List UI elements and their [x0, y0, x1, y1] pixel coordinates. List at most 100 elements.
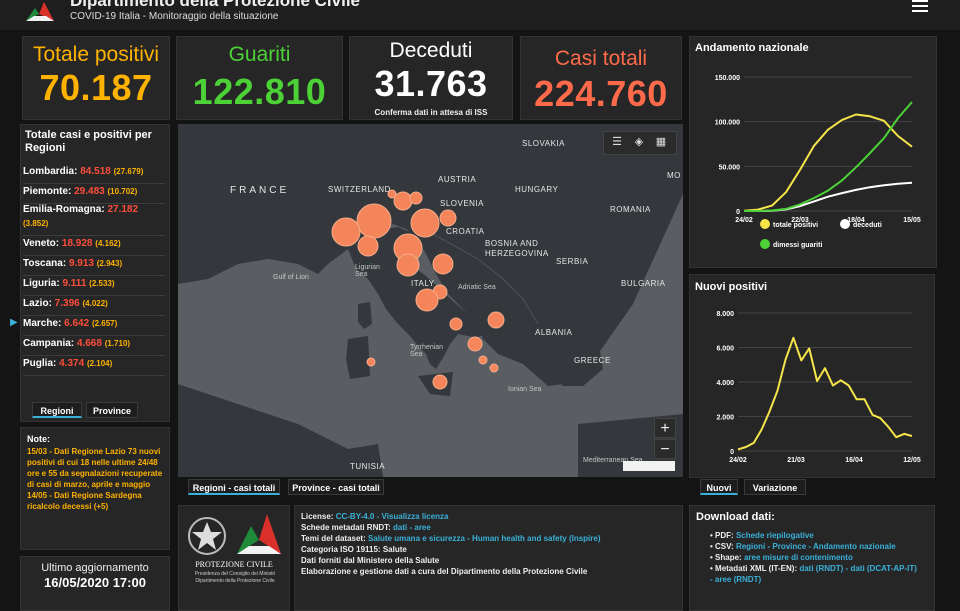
region-positive: (2.533)	[89, 279, 115, 288]
map-label-hungary: HUNGARY	[515, 185, 559, 194]
download-shape-line: • Shape: aree misure di contenimento	[710, 553, 853, 562]
new-positives-chart: 8.000 6.000 4.000 2.000 024/02 21/03 16/04 12/0…	[716, 311, 920, 464]
kpi-label: Casi totali	[554, 47, 648, 70]
map-attribution-bar	[623, 461, 675, 471]
region-name: Lazio	[23, 298, 49, 309]
metadata-link[interactable]: dati - aree	[393, 523, 431, 532]
logo-line2: Dipartimento della Protezione Civile	[195, 578, 275, 584]
tab-province-casi-totali[interactable]: Province - casi totali	[288, 479, 384, 495]
page-title: Dipartimento della Protezione Civile	[70, 0, 361, 10]
notes-title: Note:	[27, 434, 50, 444]
region-total: 9.913	[68, 258, 94, 269]
region-name: Campania	[23, 338, 71, 349]
tab-province[interactable]: Province	[86, 402, 138, 418]
region-total: 4.374	[59, 358, 85, 369]
map-label-ligurian-sea: Ligurian Sea	[355, 264, 380, 278]
bubble-friuli	[439, 209, 457, 227]
kpi-casi-totali: Casi totali 224.760	[520, 36, 682, 120]
zoom-in-button[interactable]: +	[654, 418, 676, 438]
x-tick-label: 24/02	[729, 457, 747, 464]
series-line-dimessi-guariti	[744, 101, 913, 212]
region-row[interactable]: Puglia: 4.374 (2.104)	[23, 355, 165, 376]
region-positive: (3.852)	[23, 219, 49, 228]
region-row[interactable]: Piemonte: 29.483 (10.702)	[23, 183, 165, 204]
region-positive: (4.022)	[82, 299, 108, 308]
map-label-serbia: SERBIA	[556, 257, 589, 266]
protezione-civile-emblem-icon	[237, 514, 281, 554]
bubble-sicilia	[432, 374, 448, 390]
national-trend-panel: Andamento nazionale 150.000 100.000 50.000…	[689, 36, 937, 268]
kpi-guariti: Guariti 122.810	[176, 36, 343, 120]
iso-category-line: Categoria ISO 19115: Salute	[301, 545, 407, 554]
region-name: Marche	[23, 318, 59, 329]
bubble-toscana	[396, 253, 420, 277]
regions-panel-title: Totale casi e positivi per Regioni	[25, 129, 152, 154]
view-license-link[interactable]: Visualizza licenza	[381, 512, 449, 521]
zoom-out-button[interactable]: −	[654, 439, 676, 459]
region-name: Puglia	[23, 358, 54, 369]
y-tick-label: 0	[730, 449, 734, 456]
license-info-panel: License: CC-BY-4.0 - Visualizza licenza …	[294, 505, 683, 611]
region-row[interactable]: Campania: 4.668 (1.710)	[23, 335, 165, 356]
map-label-greece: GREECE	[574, 356, 611, 365]
logo-panel: PROTEZIONE CIVILE Presidenza del Consigl…	[178, 505, 290, 611]
notes-text: 15/03 - Dati Regione Lazio 73 nuovi posi…	[27, 447, 163, 511]
region-row[interactable]: Lombardia: 84.518 (27.679)	[23, 163, 165, 184]
region-row[interactable]: Toscana: 9.913 (2.943)	[23, 255, 165, 276]
region-row[interactable]: Liguria: 9.111 (2.533)	[23, 275, 165, 296]
italian-republic-emblem-icon	[188, 517, 226, 555]
basemap-gallery-icon[interactable]: ▦	[655, 136, 667, 148]
tab-variazione[interactable]: Variazione	[744, 479, 806, 495]
kpi-label: Guariti	[228, 43, 291, 66]
kpi-deceduti: Deceduti 31.763 Conferma dati in attesa …	[349, 36, 513, 120]
collapse-arrow-icon[interactable]: ▶	[10, 317, 18, 328]
notes-panel: Note:	[20, 427, 170, 550]
map-view[interactable]: FRANCE SWITZERLAND AUSTRIA SLOVAKIA HUNG…	[178, 124, 683, 477]
kpi-label: Totale positivi	[32, 43, 160, 66]
bubble-liguria	[357, 235, 379, 257]
region-row[interactable]: Lazio: 7.396 (4.022)	[23, 295, 165, 316]
shape-link[interactable]: aree misure di contenimento	[743, 553, 853, 562]
page-subtitle: COVID-19 Italia - Monitoraggio della sit…	[70, 11, 279, 22]
bubble-abruzzo	[449, 317, 463, 331]
region-total: 18.928	[61, 238, 93, 249]
kpi-value: 224.760	[534, 73, 668, 114]
legend-list-icon[interactable]: ☰	[612, 136, 622, 148]
layers-icon[interactable]: ◈	[634, 136, 644, 148]
y-tick-label: 100.000	[715, 120, 740, 127]
metadata-xml-link[interactable]: dati (RNDT) - dati (DCAT-AP-IT) - aree (…	[710, 564, 917, 584]
download-csv-line: • CSV: Regioni - Province - Andamento na…	[710, 542, 896, 551]
protezione-civile-logo	[26, 2, 54, 21]
bubble-valle-aosta	[387, 189, 397, 199]
y-tick-label: 50.000	[719, 164, 741, 171]
region-name: Lombardia	[23, 166, 75, 177]
themes-link[interactable]: Salute umana e sicurezza - Human health …	[368, 534, 601, 543]
region-row[interactable]: Emilia-Romagna: 27.182 (3.852)	[23, 203, 165, 236]
y-tick-label: 4.000	[716, 380, 734, 387]
new-positives-panel: Nuovi positivi 8.000 6.000 4.000 2.000 0 24/0…	[689, 274, 935, 478]
tab-nuovi[interactable]: Nuovi	[700, 479, 738, 495]
license-link[interactable]: CC-BY-4.0	[335, 512, 375, 521]
pdf-link[interactable]: Schede riepilogative	[735, 531, 814, 540]
region-row[interactable]: Marche: 6.642 (2.657)	[23, 315, 165, 336]
tab-regioni-casi-totali[interactable]: Regioni - casi totali	[188, 479, 280, 495]
map-label-edge: MO	[667, 171, 681, 180]
region-total: 29.483	[74, 186, 105, 197]
map-label-slovenia: SLOVENIA	[440, 199, 485, 208]
national-trend-title: Andamento nazionale	[695, 42, 809, 54]
map-label-italy: ITALY	[411, 279, 435, 288]
region-positive: (1.710)	[104, 339, 131, 348]
region-positive: (4.162)	[95, 239, 121, 248]
region-row[interactable]: Veneto: 18.928 (4.162)	[23, 235, 165, 256]
regions-panel: Totale casi e positivi per Regioni Lomba…	[20, 124, 170, 422]
metadata-line: Schede metadati RNDT: dati - aree	[301, 523, 431, 532]
y-tick-label: 0	[736, 209, 740, 216]
bubble-lazio	[415, 288, 439, 312]
region-positive: (10.702)	[107, 187, 138, 196]
tab-regioni[interactable]: Regioni	[32, 402, 82, 418]
hamburger-menu-icon[interactable]	[912, 0, 928, 14]
csv-link[interactable]: Regioni - Province - Andamento nazionale	[735, 542, 896, 551]
series-line-Nuovi-positivi	[737, 336, 913, 451]
bubble-campania	[467, 336, 483, 352]
region-name: Piemonte	[23, 186, 69, 197]
